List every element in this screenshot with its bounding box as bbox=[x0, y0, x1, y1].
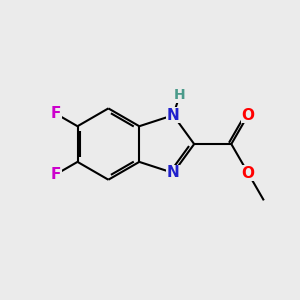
Text: H: H bbox=[174, 88, 186, 102]
Text: O: O bbox=[242, 166, 254, 181]
Text: N: N bbox=[167, 108, 180, 123]
Text: F: F bbox=[50, 106, 61, 121]
Text: N: N bbox=[167, 165, 180, 180]
Text: F: F bbox=[50, 167, 61, 182]
Text: O: O bbox=[242, 108, 254, 123]
